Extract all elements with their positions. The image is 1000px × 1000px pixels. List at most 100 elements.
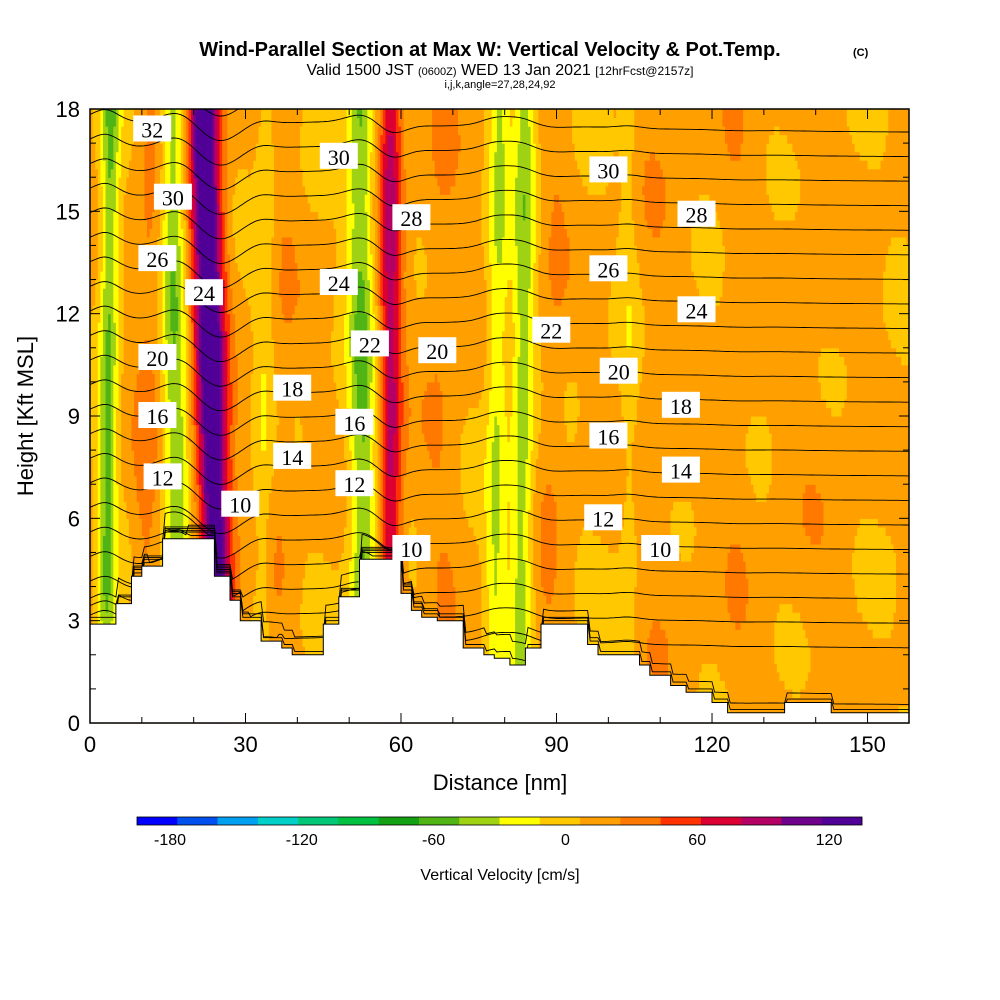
velocity-cell [147,236,151,340]
velocity-cell [297,296,301,417]
velocity-cell [463,509,467,724]
velocity-cell [105,126,109,332]
velocity-cell [688,560,692,724]
velocity-cell [727,552,731,613]
velocity-cell [841,356,845,409]
velocity-cell [227,109,231,255]
velocity-cell [748,475,752,724]
velocity-cell [727,151,731,554]
contour-label-text: 16 [597,425,619,450]
velocity-cell [219,109,223,212]
velocity-cell [722,109,726,127]
velocity-cell [286,322,291,724]
velocity-cell [447,109,451,195]
velocity-cell [123,501,127,622]
velocity-cell [699,194,703,298]
velocity-cell [131,416,135,451]
velocity-cell [507,279,511,443]
contour-label-bg [138,402,177,428]
velocity-cell [851,143,856,554]
velocity-cell [201,381,205,434]
velocity-cell [564,109,568,229]
velocity-cell [250,168,254,332]
velocity-cell [159,168,164,417]
velocity-cell [333,381,337,571]
velocity-cell [382,109,387,144]
velocity-cell [229,458,234,579]
theta-contour [89,502,909,534]
velocity-cell [507,501,511,571]
velocity-cell [489,390,493,707]
velocity-cell [590,526,594,656]
velocity-cell [820,109,825,349]
velocity-cell [318,109,322,221]
velocity-cell [577,543,581,630]
velocity-cell [737,160,742,545]
contour-label-text: 18 [281,377,303,402]
velocity-cell [403,288,407,477]
velocity-cell [496,109,501,264]
velocity-cell [766,143,770,195]
velocity-cell [227,313,231,502]
velocity-cell [875,168,879,519]
velocity-cell [880,637,884,724]
contour-label-text: 24 [686,298,708,323]
velocity-cell [896,356,900,716]
velocity-cell [271,236,275,340]
velocity-cell [217,322,221,656]
colorbar-swatch [378,817,420,825]
velocity-cell [302,109,306,187]
theta-contour [89,529,909,624]
velocity-cell [740,552,744,622]
colorbar-swatch [499,817,541,825]
velocity-cell [823,398,827,724]
velocity-cell [854,595,858,724]
velocity-cell [763,109,768,417]
velocity-cell [854,535,858,596]
velocity-cell [268,109,273,494]
velocity-cell [885,535,889,639]
contour-label-text: 12 [592,506,614,531]
velocity-cell [237,109,241,170]
velocity-cell [90,313,94,460]
velocity-cell [797,612,801,699]
contour-label-bg [589,255,628,282]
velocity-cell [439,450,444,554]
contour-label-bg [599,357,638,384]
velocity-cell [271,143,275,238]
velocity-cell [756,109,760,417]
velocity-cell [115,484,120,605]
velocity-cell [714,305,718,664]
contour-label-bg [677,296,716,323]
velocity-cell [286,236,291,323]
velocity-cell [724,109,729,144]
velocity-cell [875,109,879,170]
velocity-cell [191,109,195,161]
contour-label: 12 [143,463,182,490]
velocity-cell [890,543,895,630]
velocity-cell [730,160,734,545]
velocity-cell [445,194,449,554]
velocity-cell [530,109,534,451]
velocity-cell [315,552,319,673]
velocity-cell [820,535,825,724]
velocity-cell [248,109,252,178]
velocity-cell [753,109,757,417]
velocity-cell [691,552,695,724]
velocity-cell [551,109,555,212]
velocity-cell [592,194,596,536]
velocity-cell [289,322,293,724]
velocity-cell [877,109,882,170]
velocity-cell [660,168,664,229]
contour-label: 22 [350,330,389,357]
velocity-cell [502,236,506,332]
velocity-cell [478,109,482,400]
contour-label-bg [641,535,680,561]
velocity-cell [432,109,436,161]
velocity-cell [763,501,768,724]
velocity-cell [240,168,244,281]
velocity-cell [284,109,288,238]
velocity-cell [232,313,236,554]
velocity-cell [631,441,635,502]
velocity-cell [191,160,195,229]
